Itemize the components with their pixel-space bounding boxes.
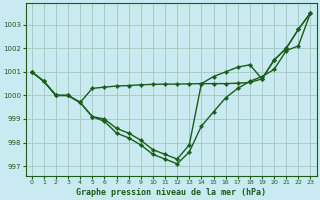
X-axis label: Graphe pression niveau de la mer (hPa): Graphe pression niveau de la mer (hPa) (76, 188, 266, 197)
